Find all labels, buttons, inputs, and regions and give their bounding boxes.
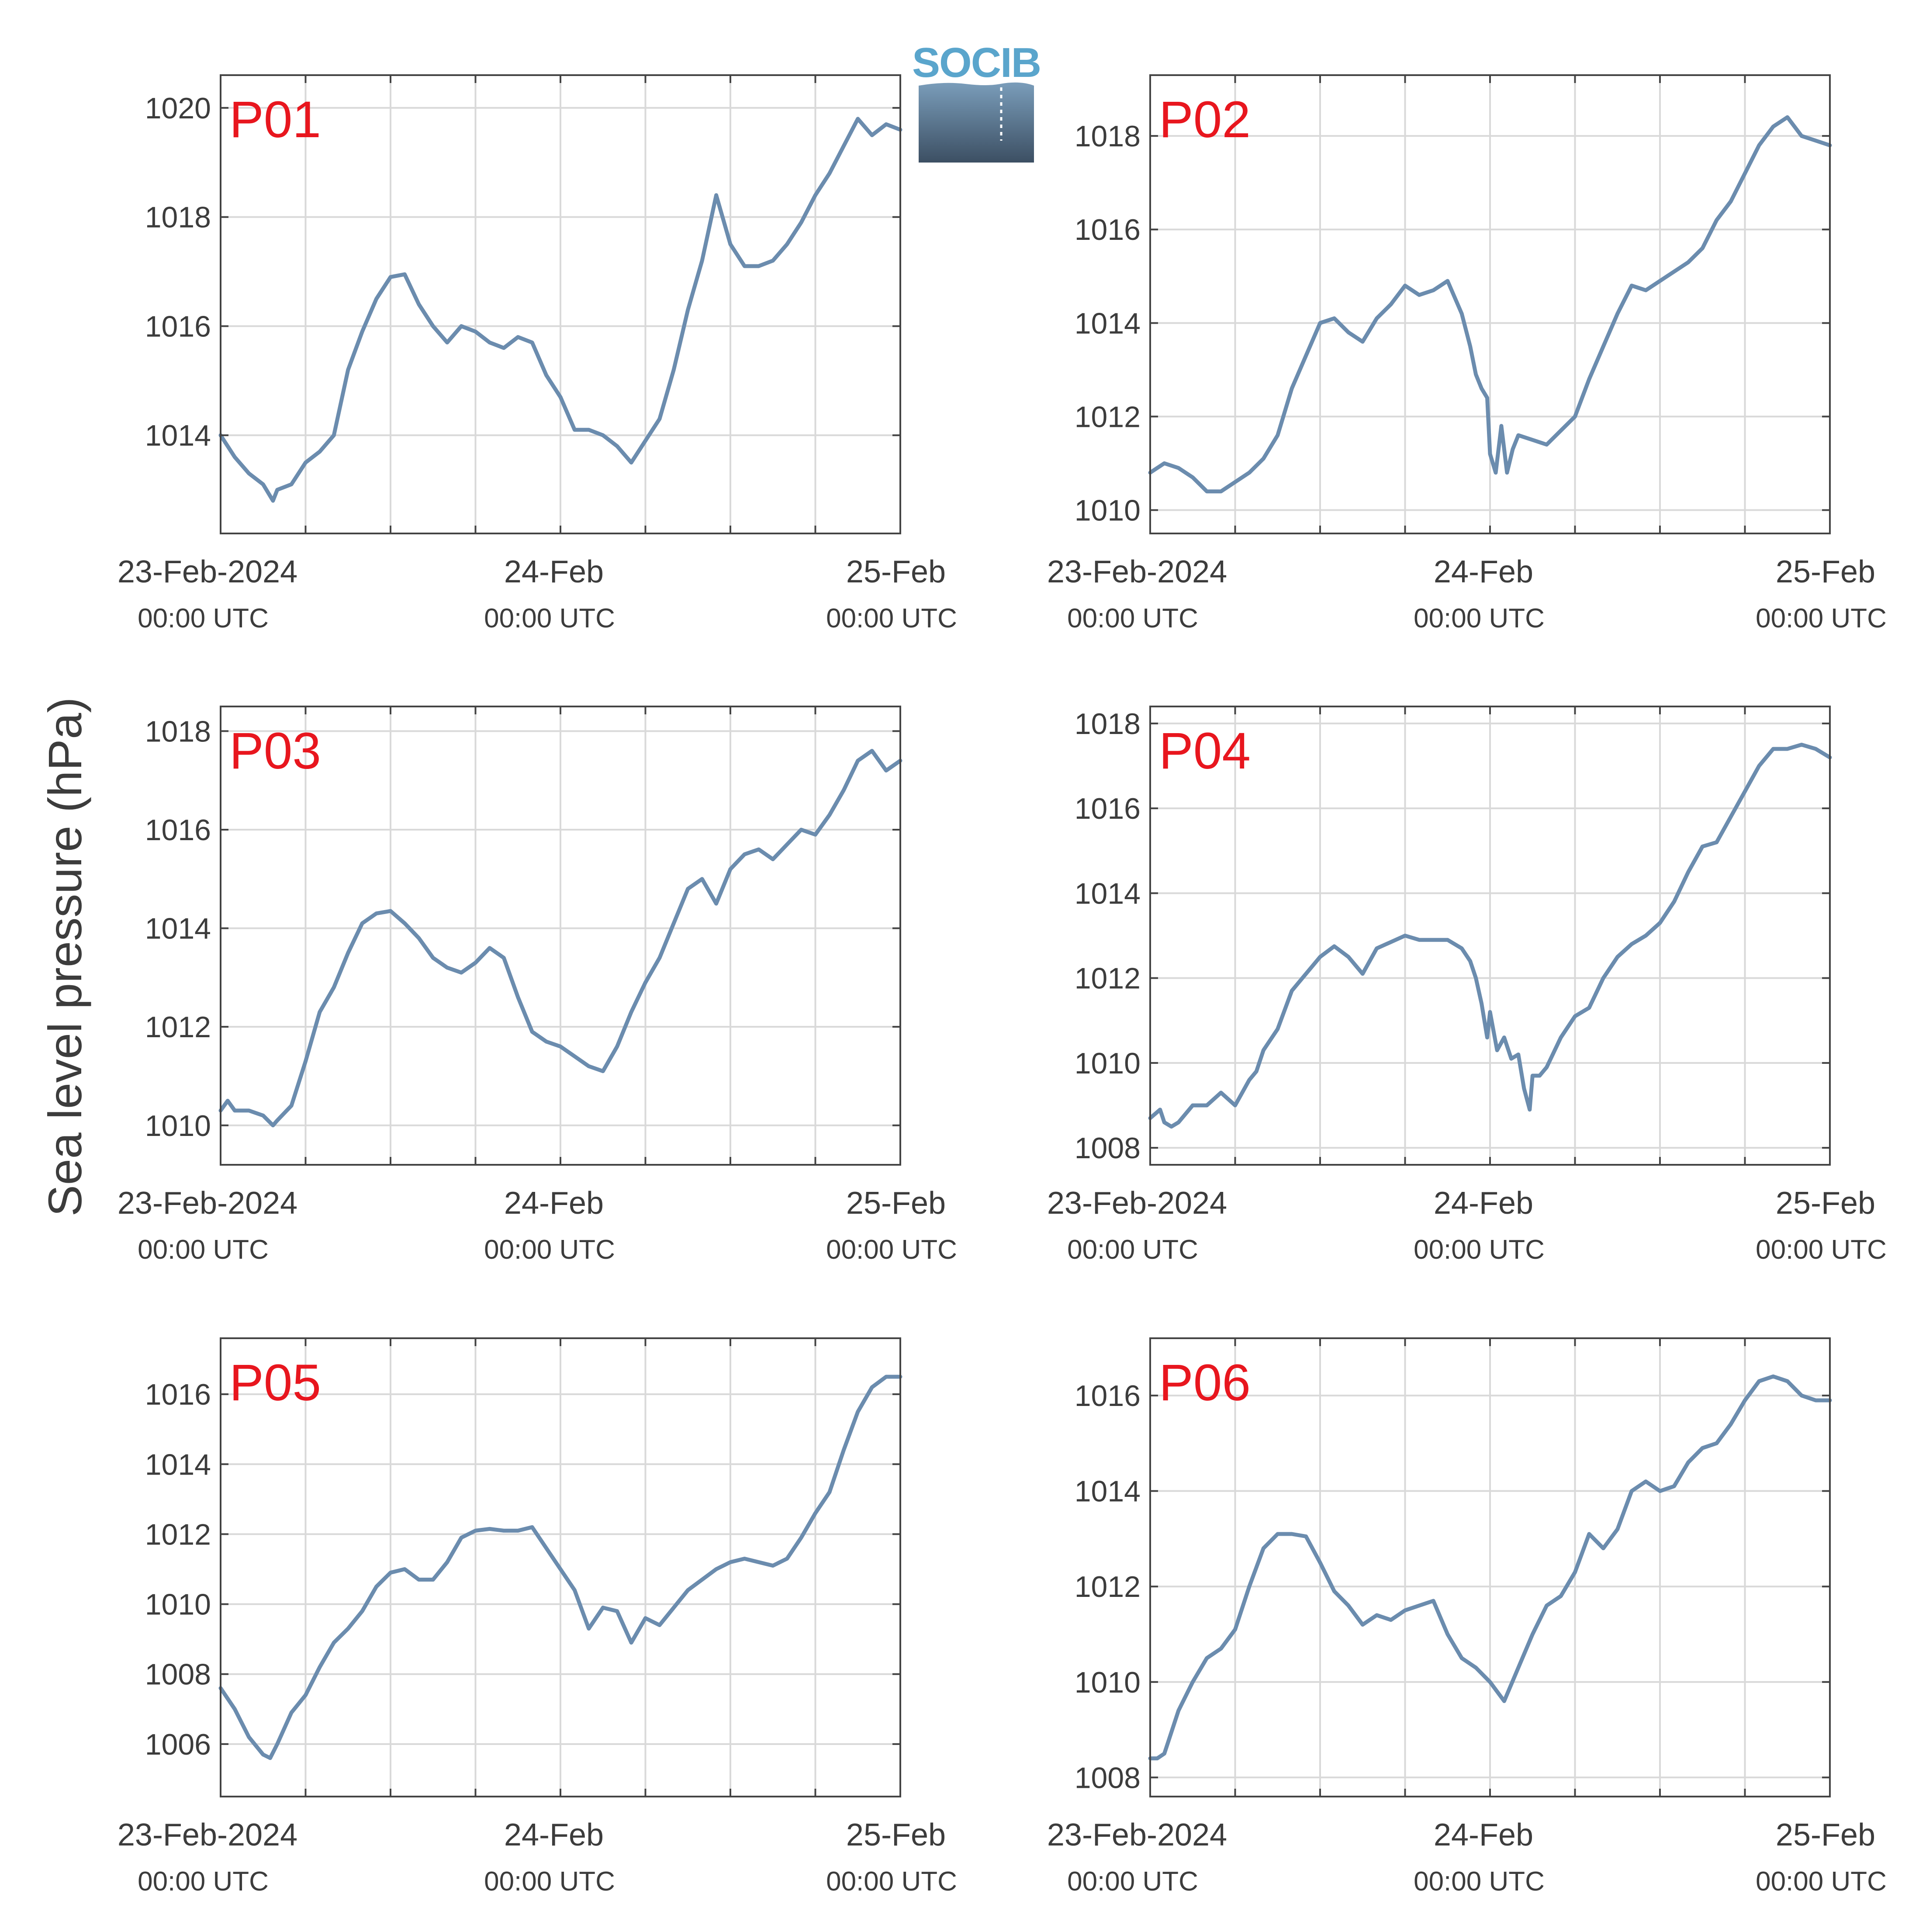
x-tick-label-time: 00:00 UTC: [1756, 603, 1887, 634]
y-tick-label: 1018: [145, 201, 211, 234]
x-tick-label-time: 00:00 UTC: [1067, 603, 1198, 634]
pressure-series-line: [1148, 1374, 1832, 1761]
x-tick-label-date: 24-Feb: [504, 554, 604, 589]
x-tick-label-time: 00:00 UTC: [826, 1866, 957, 1897]
y-tick-label: 1012: [145, 1518, 211, 1551]
y-tick-label: 1016: [145, 1378, 211, 1411]
y-tick-label: 1008: [145, 1658, 211, 1691]
x-tick-label-time: 00:00 UTC: [484, 1866, 615, 1897]
pressure-series-line: [218, 117, 902, 503]
y-tick-label: 1012: [1075, 1570, 1141, 1603]
y-tick-label: 1016: [1075, 1379, 1141, 1413]
y-tick-label: 1014: [1075, 1475, 1141, 1508]
panel-label: P03: [229, 722, 321, 780]
panel-p05: 1006 1008 1010 1012 1014 1016 23-Feb-2024 00:00…: [118, 1337, 957, 1897]
socib-logo: SOCIB: [912, 39, 1041, 163]
pressure-series-line: [218, 1375, 902, 1760]
x-tick-label-date: 24-Feb: [504, 1186, 604, 1221]
x-tick-label-date: 23-Feb-2024: [1047, 1818, 1227, 1852]
x-tick-label-date: 23-Feb-2024: [118, 1818, 297, 1852]
y-tick-label: 1006: [145, 1728, 211, 1761]
x-tick-label-time: 00:00 UTC: [1067, 1235, 1198, 1265]
x-tick-label-time: 00:00 UTC: [138, 1866, 269, 1897]
y-tick-label: 1018: [1075, 120, 1141, 153]
shared-y-axis-label: Sea level pressure (hPa): [38, 697, 91, 1217]
x-tick-label-date: 25-Feb: [846, 1818, 946, 1852]
panels-group: 1014 1016 1018 1020 23-Feb-2024 00:00 UTC 24-F…: [118, 74, 1887, 1897]
y-tick-label: 1010: [1075, 1047, 1141, 1080]
logo-text: SOCIB: [912, 39, 1041, 86]
y-tick-label: 1012: [1075, 400, 1141, 433]
x-tick-label-date: 24-Feb: [504, 1818, 604, 1852]
y-tick-label: 1010: [1075, 1666, 1141, 1699]
y-tick-label: 1014: [145, 912, 211, 945]
y-tick-label: 1016: [145, 814, 211, 847]
y-tick-label: 1016: [145, 310, 211, 343]
panel-label: P04: [1159, 722, 1251, 780]
y-tick-label: 1014: [145, 419, 211, 452]
x-tick-label-date: 25-Feb: [1776, 1186, 1875, 1221]
y-tick-label: 1010: [145, 1588, 211, 1621]
x-tick-label-time: 00:00 UTC: [1756, 1866, 1887, 1897]
y-tick-label: 1014: [145, 1448, 211, 1481]
y-tick-label: 1008: [1075, 1761, 1141, 1794]
panel-p02: 1010 1012 1014 1016 1018 23-Feb-2024 00:00 UTC…: [1047, 74, 1887, 634]
x-tick-label-time: 00:00 UTC: [138, 603, 269, 634]
x-tick-label-date: 25-Feb: [846, 554, 946, 589]
x-tick-label-time: 00:00 UTC: [484, 1235, 615, 1265]
pressure-series-line: [1148, 115, 1832, 494]
x-tick-label-date: 25-Feb: [846, 1186, 946, 1221]
panel-p03: 1010 1012 1014 1016 1018 23-Feb-2024 00:00 UTC…: [118, 706, 957, 1265]
panel-label: P01: [229, 91, 321, 149]
panel-label: P02: [1159, 91, 1251, 149]
y-tick-label: 1018: [145, 715, 211, 748]
y-tick-label: 1012: [1075, 962, 1141, 995]
x-tick-label-time: 00:00 UTC: [1414, 1235, 1545, 1265]
y-tick-label: 1012: [145, 1011, 211, 1044]
panel-p01: 1014 1016 1018 1020 23-Feb-2024 00:00 UTC 24-F…: [118, 74, 957, 634]
y-tick-label: 1014: [1075, 877, 1141, 910]
panel-p04: 1008 1010 1012 1014 1016 1018 23-Feb-2024 00:00…: [1047, 706, 1887, 1265]
panel-p06: 1008 1010 1012 1014 1016 23-Feb-2024 00:00 UTC…: [1047, 1337, 1887, 1897]
x-tick-label-date: 23-Feb-2024: [118, 1186, 297, 1221]
panel-label: P06: [1159, 1354, 1251, 1412]
x-tick-label-date: 25-Feb: [1776, 554, 1875, 589]
x-tick-label-time: 00:00 UTC: [1756, 1235, 1887, 1265]
x-tick-label-date: 24-Feb: [1434, 554, 1533, 589]
y-tick-label: 1020: [145, 92, 211, 125]
logo-gradient-block: [919, 82, 1034, 163]
x-tick-label-date: 23-Feb-2024: [1047, 1186, 1227, 1221]
y-tick-label: 1010: [145, 1109, 211, 1143]
x-tick-label-time: 00:00 UTC: [138, 1235, 269, 1265]
y-tick-label: 1014: [1075, 307, 1141, 340]
x-tick-label-time: 00:00 UTC: [826, 603, 957, 634]
x-tick-label-date: 23-Feb-2024: [1047, 554, 1227, 589]
x-tick-label-date: 24-Feb: [1434, 1818, 1533, 1852]
y-tick-label: 1016: [1075, 792, 1141, 825]
x-tick-label-time: 00:00 UTC: [1414, 1866, 1545, 1897]
x-tick-label-date: 23-Feb-2024: [118, 554, 297, 589]
x-tick-label-date: 24-Feb: [1434, 1186, 1533, 1221]
x-tick-label-time: 00:00 UTC: [826, 1235, 957, 1265]
x-tick-label-time: 00:00 UTC: [1414, 603, 1545, 634]
y-tick-label: 1008: [1075, 1132, 1141, 1165]
pressure-series-line: [1148, 742, 1832, 1129]
x-tick-label-time: 00:00 UTC: [1067, 1866, 1198, 1897]
panel-label: P05: [229, 1354, 321, 1412]
y-tick-label: 1018: [1075, 707, 1141, 741]
x-tick-label-time: 00:00 UTC: [484, 603, 615, 634]
pressure-series-line: [218, 749, 902, 1128]
y-tick-label: 1016: [1075, 213, 1141, 246]
x-tick-label-date: 25-Feb: [1776, 1818, 1875, 1852]
y-tick-label: 1010: [1075, 494, 1141, 527]
